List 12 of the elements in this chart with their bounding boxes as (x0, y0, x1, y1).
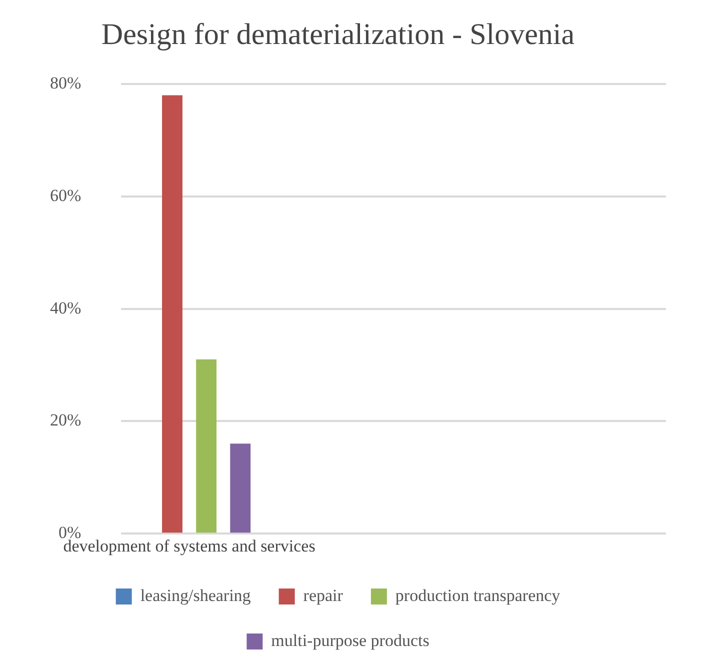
legend-label: leasing/shearing (140, 586, 252, 605)
bar (162, 95, 182, 533)
y-tick-label: 40% (50, 298, 82, 318)
legend-label: production transparency (395, 586, 561, 605)
bar (196, 359, 217, 533)
bar (230, 444, 251, 533)
legend-label: repair (303, 586, 344, 605)
chart-title: Design for dematerialization - Slovenia (101, 18, 575, 51)
y-tick-label: 60% (50, 186, 82, 205)
legend-label: multi-purpose products (271, 630, 430, 650)
y-tick-label: 20% (50, 410, 82, 430)
y-tick-label: 80% (50, 73, 82, 92)
